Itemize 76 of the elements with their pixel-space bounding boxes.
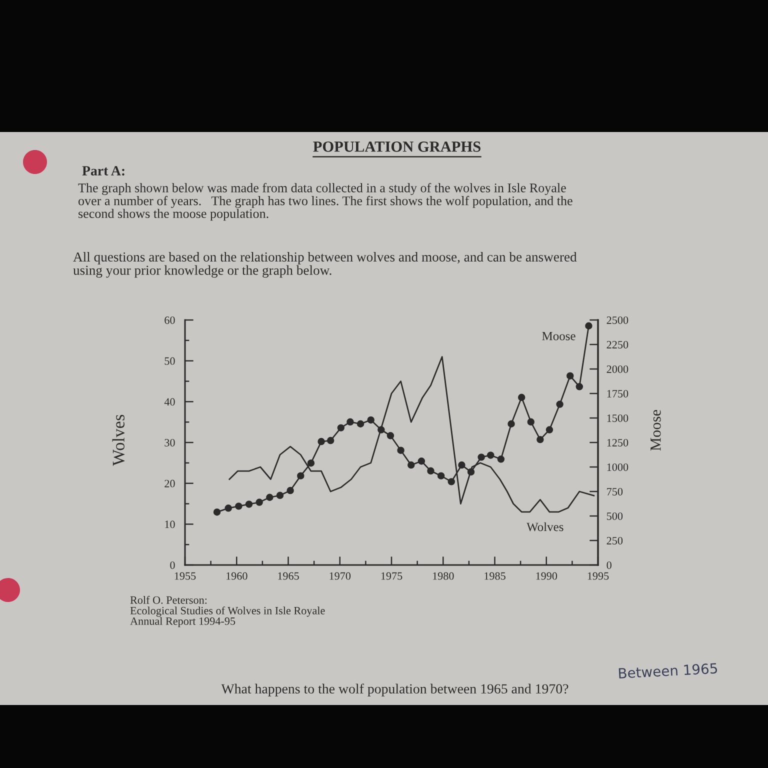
y2-tick-label: 500 [606, 512, 623, 520]
point [213, 508, 221, 516]
y-tick-label: 40 [164, 398, 175, 406]
y2-tick-label: 1750 [607, 390, 628, 398]
x-tick-label: 1995 [588, 572, 609, 580]
y-tick-label: 0 [170, 561, 175, 569]
series-label: Moose [542, 332, 576, 340]
point [408, 461, 415, 469]
text: All questions are based on the relationship between wolves and moose, and can be answered using your prior knowledge or the graph below. [73, 252, 577, 278]
y-tick-label: 10 [165, 520, 175, 528]
point [356, 420, 364, 428]
y2-axis-title: Moose [650, 410, 661, 451]
point [397, 446, 404, 454]
point [527, 418, 534, 426]
point [448, 478, 455, 486]
y2-tick-label: 2500 [606, 316, 628, 324]
text: Between 1965 [618, 662, 718, 679]
point [585, 322, 592, 330]
point [378, 426, 385, 434]
x-tick-label: 1955 [174, 572, 196, 580]
x-tick-label: 1975 [381, 572, 402, 580]
text: The graph shown below was made from data collected in a study of the wolves in Isle Royale over a number of years. The graph has two lines. The first shows the wolf population, and the second shows the moose population. [78, 183, 572, 221]
y2-tick-label: 0 [606, 561, 612, 569]
point [556, 400, 564, 408]
point [497, 456, 505, 463]
point [318, 438, 325, 446]
point [297, 472, 304, 480]
x-tick-label: 1985 [484, 572, 506, 580]
y-tick-label: 20 [164, 480, 175, 488]
point [235, 502, 242, 510]
x-tick-label: 1990 [536, 572, 558, 580]
point [458, 461, 466, 469]
point [256, 498, 263, 506]
y-tick-label: 50 [164, 357, 175, 365]
point [437, 472, 445, 480]
x-tick-label: 1965 [278, 572, 299, 580]
text: Rolf O. Peterson: Ecological Studies of Wolves in Isle Royale Annual Report 1994-95 [130, 596, 325, 628]
series-label: Wolves [526, 522, 564, 532]
point [276, 492, 284, 500]
point [386, 432, 394, 440]
point [576, 383, 584, 390]
x-tick-label: 1960 [226, 572, 248, 580]
chart-subtitle: Part A: [82, 166, 124, 176]
y2-tick-label: 750 [607, 488, 623, 496]
y2-tick-label: 1250 [607, 438, 628, 446]
y2-tick-label: 2250 [606, 340, 628, 348]
y2-tick-label: 250 [606, 536, 623, 544]
point [427, 467, 434, 475]
point [224, 504, 232, 512]
point [418, 458, 426, 465]
point [367, 416, 374, 424]
point [546, 426, 554, 434]
point [508, 420, 515, 428]
point [307, 459, 315, 467]
x-tick-label: 1980 [432, 572, 454, 580]
point [487, 452, 494, 459]
point [346, 418, 354, 426]
point [518, 394, 526, 402]
chart-title: POPULATION GRAPHS [313, 142, 480, 152]
text: What happens to the wolf population between 1965 and 1970? [221, 684, 568, 696]
point [266, 494, 274, 501]
point [467, 468, 475, 476]
y2-tick-label: 2000 [606, 365, 628, 373]
x-tick-label: 1970 [330, 572, 351, 580]
y-axis-title: Wolves [112, 414, 125, 466]
point [245, 500, 253, 508]
point [536, 436, 544, 444]
y2-tick-label: 1000 [607, 463, 628, 471]
point [337, 424, 345, 432]
point [478, 454, 485, 461]
point [286, 486, 294, 494]
y2-tick-label: 1500 [607, 414, 628, 422]
point [566, 372, 574, 380]
y-tick-label: 60 [164, 316, 175, 324]
point [326, 436, 334, 444]
y-tick-label: 30 [164, 438, 175, 446]
